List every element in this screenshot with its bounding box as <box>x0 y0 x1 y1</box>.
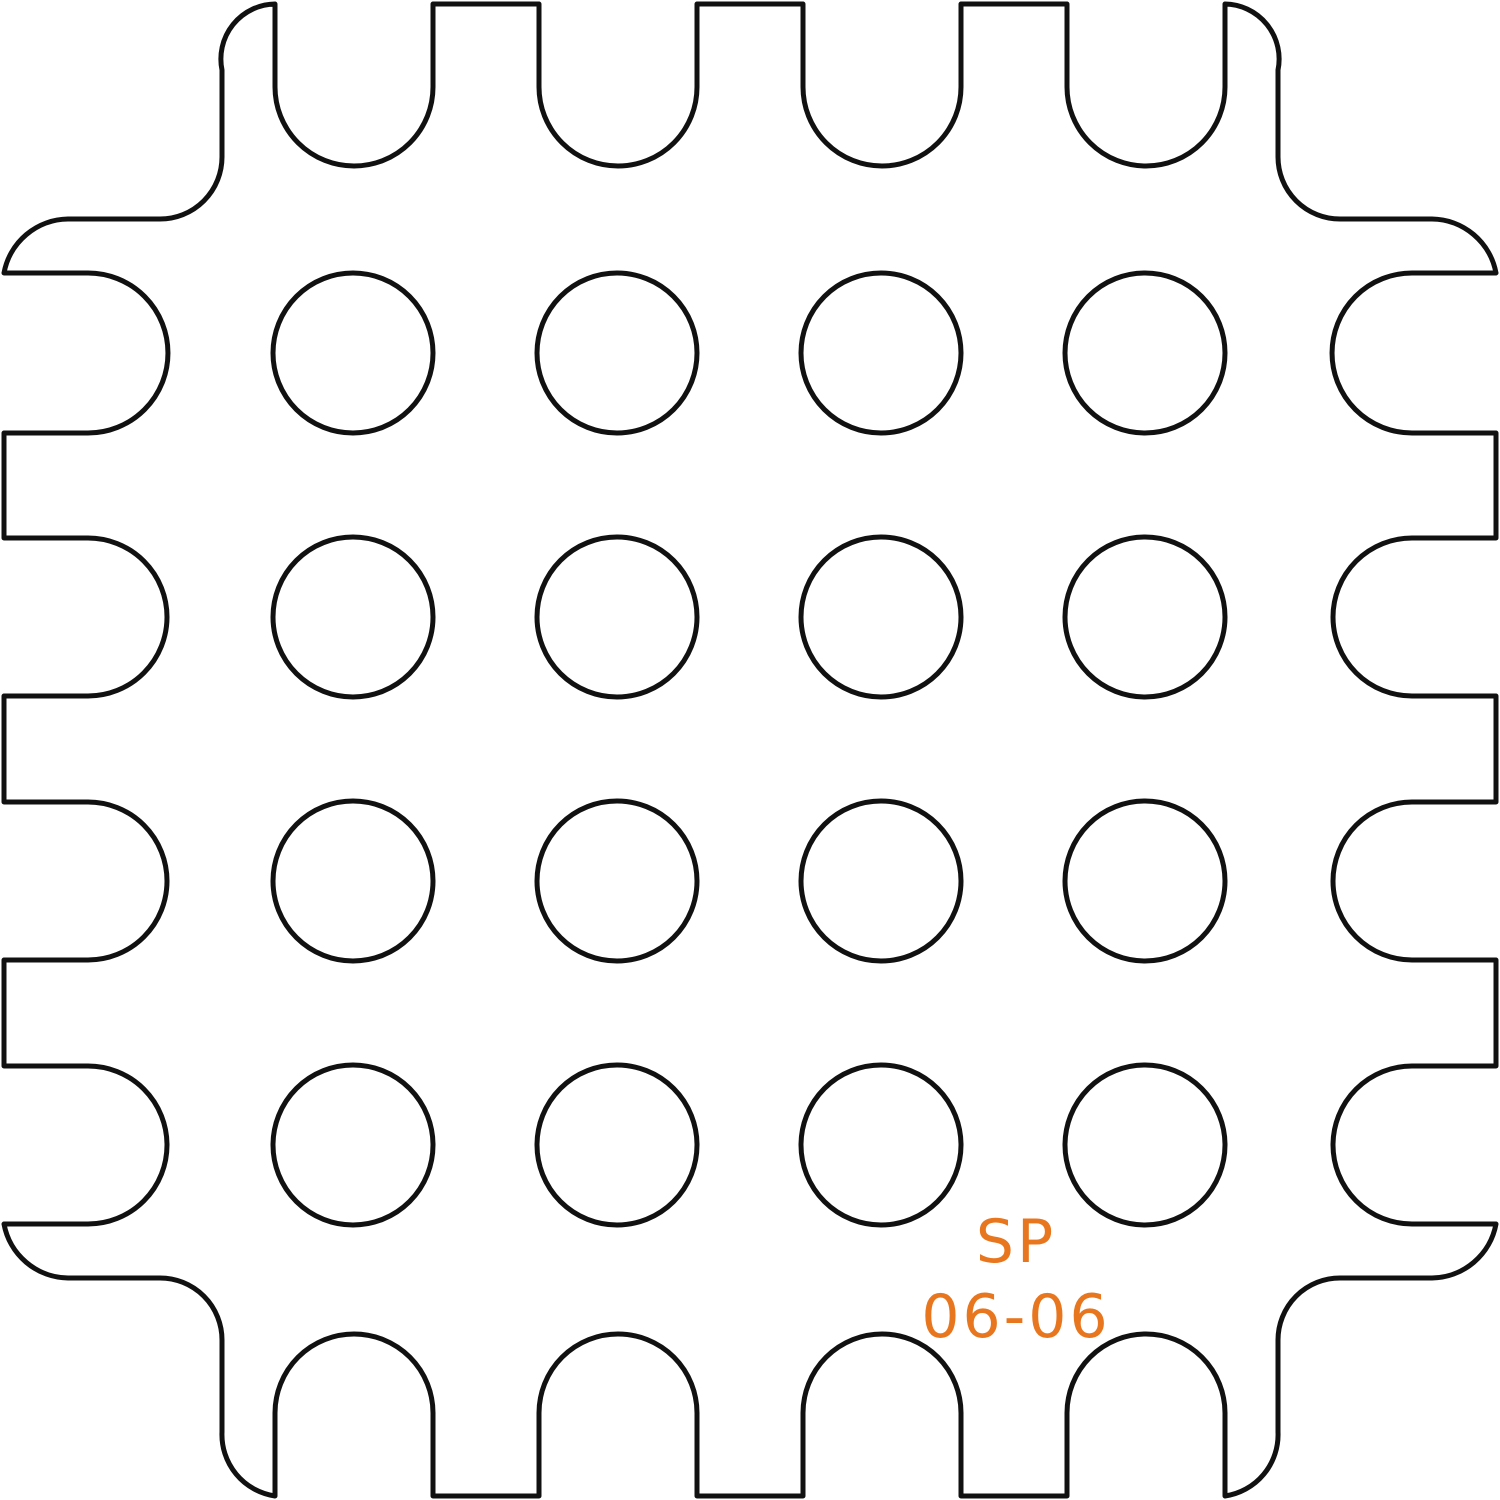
hole-r3-c2 <box>534 798 700 964</box>
hole-r4-c2 <box>534 1062 700 1228</box>
hole-grid <box>270 270 1228 1228</box>
hole-r2-c2 <box>534 534 700 700</box>
hole-r1-c4 <box>1062 270 1228 436</box>
hole-r3-c4 <box>1062 798 1228 964</box>
hole-r3-c1 <box>270 798 436 964</box>
hole-r1-c3 <box>798 270 964 436</box>
part-code-prefix: SP <box>976 1207 1056 1277</box>
hole-r3-c3 <box>798 798 964 964</box>
hole-r4-c1 <box>270 1062 436 1228</box>
hole-r2-c4 <box>1062 534 1228 700</box>
hole-r2-c1 <box>270 534 436 700</box>
hole-r4-c4 <box>1062 1062 1228 1228</box>
hole-r2-c3 <box>798 534 964 700</box>
hole-r4-c3 <box>798 1062 964 1228</box>
hole-r1-c2 <box>534 270 700 436</box>
hole-r1-c1 <box>270 270 436 436</box>
part-code-number: 06-06 <box>921 1282 1110 1352</box>
